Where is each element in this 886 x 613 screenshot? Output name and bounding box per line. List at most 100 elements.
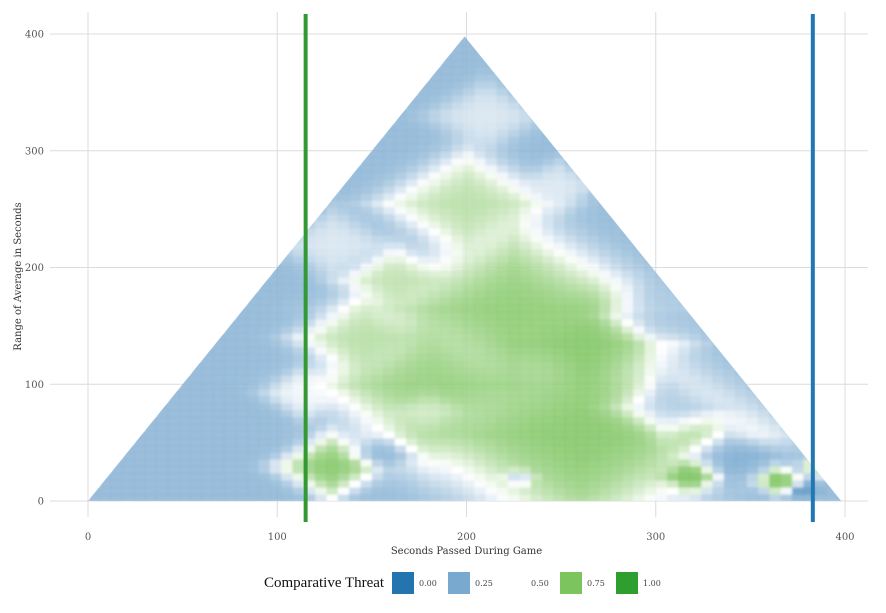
heatmap-cell [723, 409, 736, 418]
heatmap-cell [553, 472, 566, 481]
heatmap-cell [553, 248, 566, 257]
heatmap-cell [587, 206, 600, 215]
heatmap-cell [576, 332, 589, 341]
heatmap-cell [326, 353, 339, 362]
heatmap-cell [530, 430, 543, 439]
heatmap-cell [462, 374, 475, 383]
heatmap-cell [564, 451, 577, 460]
heatmap-cell [508, 143, 521, 152]
heatmap-cell [405, 150, 418, 159]
heatmap-cell [190, 437, 203, 446]
reference-lines [303, 14, 815, 522]
heatmap-cell [201, 353, 214, 362]
heatmap-cell [337, 388, 350, 397]
heatmap-cell [496, 409, 509, 418]
heatmap-cell [519, 220, 532, 229]
heatmap-cell [428, 416, 441, 425]
heatmap-cell [757, 437, 770, 446]
heatmap-cell [508, 409, 521, 418]
heatmap-cell [587, 255, 600, 264]
heatmap-cell [337, 276, 350, 285]
heatmap-cell [451, 164, 464, 173]
heatmap-cell [371, 416, 384, 425]
heatmap-cell [644, 353, 657, 362]
heatmap-cell [712, 395, 725, 404]
heatmap-cell [598, 353, 611, 362]
heatmap-cell [576, 381, 589, 390]
heatmap-cell [405, 494, 418, 502]
heatmap-cell [417, 283, 430, 292]
heatmap-cell [360, 290, 373, 299]
heatmap-cell [292, 444, 305, 453]
heatmap-cell [530, 122, 543, 131]
heatmap-cell [440, 164, 452, 173]
heatmap-cell [496, 94, 509, 103]
heatmap-cell [451, 101, 464, 110]
heatmap-cell [519, 458, 532, 467]
heatmap-cell [440, 283, 452, 292]
heatmap-cell [508, 178, 521, 187]
heatmap-cell [542, 227, 555, 236]
heatmap-cell [451, 269, 464, 278]
heatmap-cell [326, 444, 339, 453]
heatmap-cell [383, 206, 396, 215]
heatmap-cell [315, 318, 328, 327]
heatmap-cell [530, 437, 543, 446]
heatmap-cell [258, 318, 271, 327]
heatmap-cell [405, 297, 418, 306]
heatmap-cell [735, 437, 748, 446]
heatmap-cell [246, 416, 259, 425]
heatmap-cell [451, 136, 464, 145]
heatmap-cell [621, 311, 634, 320]
heatmap-cell [144, 486, 157, 495]
heatmap-cell [689, 437, 702, 446]
heatmap-cell [428, 192, 441, 201]
heatmap-cell [303, 444, 316, 453]
heatmap-cell [156, 486, 169, 495]
heatmap-cell [633, 241, 645, 250]
heatmap-cell [644, 290, 657, 299]
heatmap-cell [144, 494, 157, 502]
heatmap-cell [246, 311, 259, 320]
heatmap-cell [508, 423, 521, 432]
heatmap-cell [508, 192, 521, 201]
heatmap-cell [349, 171, 362, 180]
heatmap-cell [383, 297, 396, 306]
heatmap-cell [746, 416, 759, 425]
heatmap-cell [405, 367, 418, 376]
heatmap-cell [485, 437, 498, 446]
heatmap-cell [712, 360, 725, 369]
heatmap-cell [337, 262, 350, 271]
heatmap-cell [746, 479, 759, 488]
heatmap-cell [530, 339, 543, 348]
heatmap-cell [814, 472, 827, 481]
heatmap-cell [440, 269, 452, 278]
heatmap-cell [428, 122, 441, 131]
heatmap-cell [394, 143, 407, 152]
heatmap-cell [610, 374, 623, 383]
heatmap-cell [678, 332, 691, 341]
heatmap-cell [496, 234, 509, 243]
heatmap-cell [144, 465, 157, 474]
heatmap-cell [462, 388, 475, 397]
heatmap-cell [485, 311, 498, 320]
heatmap-cell [360, 353, 373, 362]
heatmap-cell [394, 381, 407, 390]
heatmap-cell [564, 157, 577, 166]
heatmap-cell [508, 402, 521, 411]
heatmap-cell [462, 437, 475, 446]
heatmap-cell [519, 451, 532, 460]
heatmap-cell [530, 311, 543, 320]
heatmap-cell [371, 304, 384, 313]
heatmap-cell [553, 339, 566, 348]
heatmap-cell [349, 164, 362, 173]
heatmap-cell [451, 409, 464, 418]
heatmap-cell [360, 227, 373, 236]
heatmap-cell [519, 262, 532, 271]
heatmap-cell [462, 108, 475, 117]
heatmap-cell [428, 262, 441, 271]
heatmap-cell [485, 325, 498, 334]
heatmap-cell [735, 381, 748, 390]
heatmap-cell [610, 234, 623, 243]
heatmap-cell [269, 346, 282, 355]
